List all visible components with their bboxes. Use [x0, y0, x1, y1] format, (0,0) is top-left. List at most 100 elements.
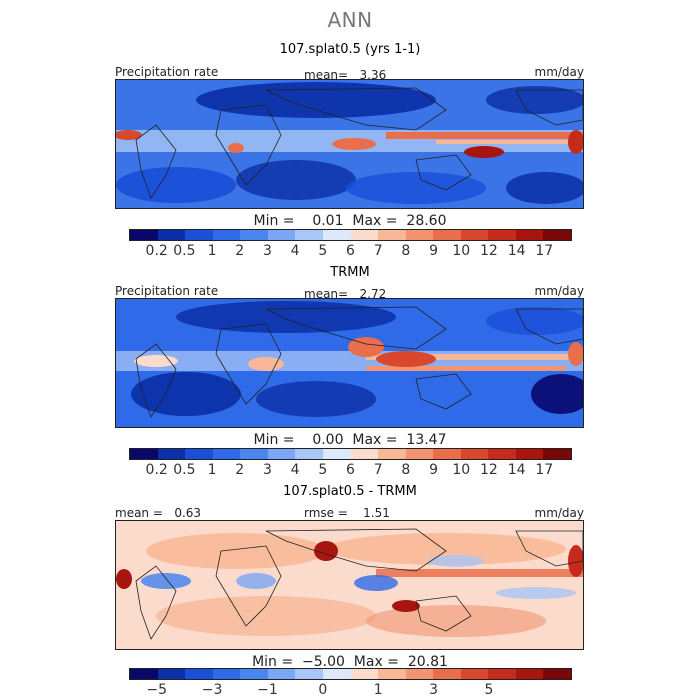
panel-3-mean-label: mean = 0.63: [115, 506, 202, 520]
colorbar-tick-label: 14: [507, 462, 526, 478]
colorbar-swatch: [460, 230, 489, 240]
colorbar-swatch: [350, 230, 379, 240]
colorbar-tick-label: 12: [480, 243, 498, 259]
panel-2-map: [115, 298, 584, 428]
colorbar-tick-label: 5: [318, 462, 328, 478]
colorbar-swatch: [185, 449, 213, 459]
panel-3-min-max: Min = −5.00 Max = 20.81: [252, 654, 448, 670]
colorbar-swatch: [405, 449, 434, 459]
colorbar-swatch: [515, 230, 544, 240]
colorbar-swatch: [543, 669, 571, 679]
colorbar-tick-label: 5: [484, 682, 494, 698]
colorbar-swatch: [460, 449, 489, 459]
colorbar-swatch: [212, 669, 241, 679]
panel-2-variable-label: Precipitation rate: [115, 284, 219, 298]
panel-2-mean-label: mean= 2.72: [304, 287, 387, 301]
colorbar-swatch: [350, 669, 379, 679]
panel-1-mean-label: mean= 3.36: [304, 68, 387, 82]
panel-1-variable-label: Precipitation rate: [115, 65, 219, 79]
figure-title: ANN: [327, 8, 373, 32]
colorbar-tick-label: 1: [207, 243, 217, 259]
colorbar-swatch: [515, 449, 544, 459]
colorbar-tick-label: 3: [429, 682, 439, 698]
colorbar-swatch: [240, 669, 268, 679]
colorbar-swatch: [240, 230, 268, 240]
colorbar-swatch: [488, 230, 516, 240]
colorbar-swatch: [267, 449, 296, 459]
panel-2-colorbar: [129, 448, 572, 460]
colorbar-tick-label: 7: [373, 462, 383, 478]
colorbar-swatch: [488, 669, 516, 679]
panel-3-colorbar: [129, 668, 572, 680]
colorbar-swatch: [378, 669, 406, 679]
colorbar-swatch: [460, 669, 489, 679]
colorbar-tick-label: −1: [257, 682, 278, 698]
colorbar-tick-label: 0: [318, 682, 328, 698]
panel-1-map: [115, 79, 584, 209]
panel-2-colorbar-ticks: 0.2 0.5 1 2 3 4 5 6 7 8 9 10 12 14 17: [129, 462, 572, 478]
colorbar-tick-label: 5: [318, 243, 328, 259]
colorbar-swatch: [267, 230, 296, 240]
panel-2-title: TRMM: [330, 265, 370, 280]
colorbar-swatch: [322, 449, 351, 459]
colorbar-swatch: [267, 669, 296, 679]
colorbar-swatch: [295, 669, 323, 679]
colorbar-swatch: [543, 449, 571, 459]
colorbar-tick-label: 4: [290, 462, 300, 478]
colorbar-tick-label: 4: [290, 243, 300, 259]
colorbar-swatch: [130, 449, 158, 459]
colorbar-swatch: [322, 230, 351, 240]
colorbar-tick-label: 3: [262, 462, 272, 478]
colorbar-swatch: [157, 449, 186, 459]
panel-1-title: 107.splat0.5 (yrs 1-1): [279, 42, 421, 57]
colorbar-tick-label: 0.5: [173, 243, 196, 259]
colorbar-swatch: [515, 669, 544, 679]
colorbar-tick-label: 17: [535, 462, 554, 478]
colorbar-tick-label: 10: [452, 462, 471, 478]
panel-2-units-label: mm/day: [534, 284, 585, 298]
panel-3-units-label: mm/day: [534, 506, 585, 520]
colorbar-swatch: [405, 230, 434, 240]
colorbar-swatch: [378, 449, 406, 459]
colorbar-swatch: [212, 449, 241, 459]
colorbar-tick-label: 8: [401, 462, 411, 478]
panel-1-colorbar: [129, 229, 572, 241]
colorbar-swatch: [433, 230, 461, 240]
colorbar-tick-label: −3: [201, 682, 223, 698]
colorbar-swatch: [157, 669, 186, 679]
colorbar-tick-label: 9: [429, 243, 439, 259]
colorbar-tick-label: 1: [207, 462, 217, 478]
colorbar-tick-label: 0.5: [173, 462, 196, 478]
panel-1-colorbar-ticks: 0.2 0.5 1 2 3 4 5 6 7 8 9 10 12 14 17: [129, 243, 572, 259]
colorbar-swatch: [212, 230, 241, 240]
colorbar-tick-label: 17: [535, 243, 554, 259]
colorbar-tick-label: −5: [146, 682, 168, 698]
panel-3-map: [115, 520, 584, 650]
colorbar-tick-label: 0.2: [145, 462, 168, 478]
colorbar-swatch: [130, 669, 158, 679]
colorbar-swatch: [295, 230, 323, 240]
colorbar-swatch: [405, 669, 434, 679]
colorbar-tick-label: 0.2: [145, 243, 168, 259]
panel-2-min-max: Min = 0.00 Max = 13.47: [253, 432, 447, 448]
panel-1-min-max: Min = 0.01 Max = 28.60: [253, 213, 447, 229]
colorbar-swatch: [240, 449, 268, 459]
colorbar-tick-label: 2: [235, 243, 245, 259]
colorbar-swatch: [295, 449, 323, 459]
colorbar-tick-label: 9: [429, 462, 439, 478]
colorbar-swatch: [350, 449, 379, 459]
colorbar-tick-label: 7: [373, 243, 383, 259]
colorbar-tick-label: 3: [262, 243, 272, 259]
colorbar-swatch: [322, 669, 351, 679]
colorbar-swatch: [433, 449, 461, 459]
colorbar-swatch: [185, 669, 213, 679]
colorbar-tick-label: 12: [480, 462, 498, 478]
panel-3-rmse-label: rmse = 1.51: [304, 506, 390, 520]
colorbar-swatch: [488, 449, 516, 459]
colorbar-swatch: [130, 230, 158, 240]
colorbar-tick-label: 2: [235, 462, 245, 478]
colorbar-tick-label: 6: [346, 462, 355, 478]
colorbar-tick-label: 1: [373, 682, 383, 698]
colorbar-tick-label: 6: [346, 243, 355, 259]
colorbar-tick-label: 8: [401, 243, 411, 259]
